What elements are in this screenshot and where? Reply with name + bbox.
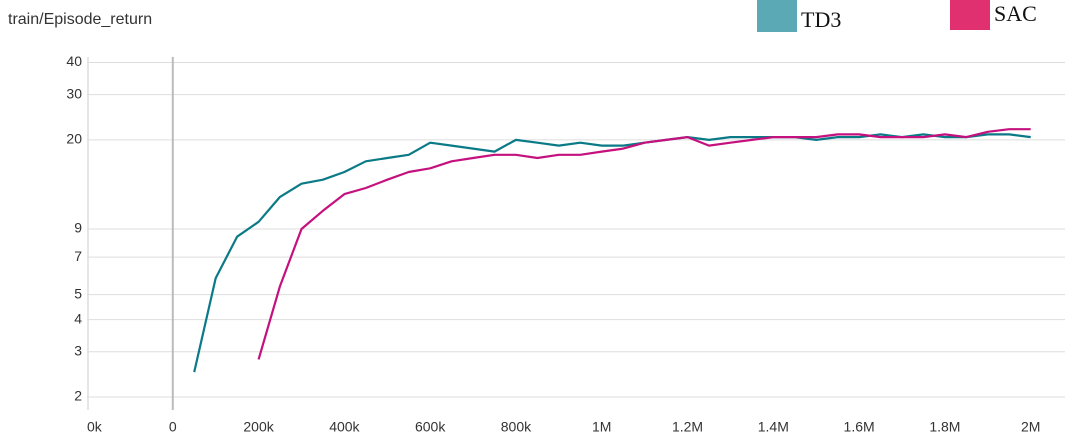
x-tick-label: 600k (415, 419, 446, 435)
x-tick-label: 1M (592, 419, 611, 435)
x-tick-label: 2M (1021, 419, 1040, 435)
legend-text: SAC (994, 1, 1037, 26)
x-tick-label: 0k (87, 419, 103, 435)
y-tick-label: 4 (74, 310, 82, 326)
y-tick-label: 9 (74, 220, 82, 236)
x-tick-label: 1.8M (929, 419, 960, 435)
x-tick-label: 1.2M (672, 419, 703, 435)
y-tick-label: 40 (66, 53, 82, 69)
x-tick-label: 400k (329, 419, 360, 435)
x-tick-label: 1.4M (758, 419, 789, 435)
x-tick-label: 1.6M (844, 419, 875, 435)
y-tick-label: 2 (74, 388, 82, 404)
series-line (193, 133, 1031, 373)
plot-area (193, 128, 1031, 373)
series-line (257, 128, 1031, 360)
chart-title: train/Episode_return (8, 11, 152, 28)
y-tick-label: 20 (66, 131, 82, 147)
y-tick-label: 3 (74, 342, 82, 358)
legend-swatch (950, 0, 990, 30)
y-tick-label: 30 (66, 85, 82, 101)
y-tick-label: 5 (74, 285, 82, 301)
legend-text: TD3 (801, 7, 841, 32)
x-tick-label: 800k (501, 419, 532, 435)
legend-swatch (757, 0, 797, 32)
y-tick-label: 7 (74, 248, 82, 264)
x-tick-label: 0 (169, 419, 177, 435)
x-tick-label: 200k (243, 419, 274, 435)
